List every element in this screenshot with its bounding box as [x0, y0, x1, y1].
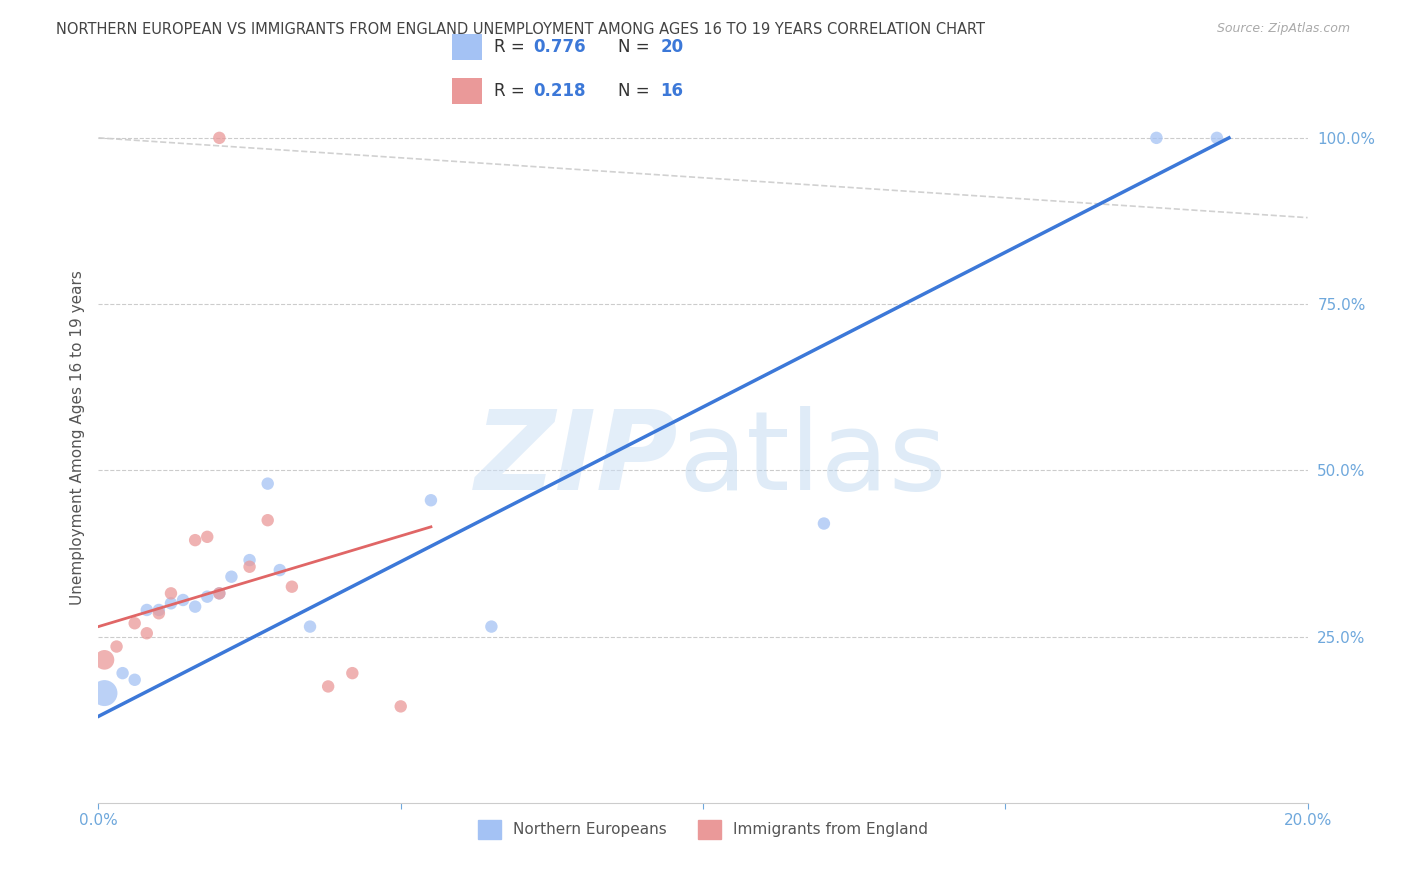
Point: [208, 131, 231, 145]
Point: [160, 596, 183, 610]
Point: [481, 619, 503, 633]
Text: NORTHERN EUROPEAN VS IMMIGRANTS FROM ENGLAND UNEMPLOYMENT AMONG AGES 16 TO 19 YE: NORTHERN EUROPEAN VS IMMIGRANTS FROM ENG…: [56, 22, 986, 37]
Point: [269, 563, 291, 577]
Point: [342, 666, 364, 681]
Point: [1144, 131, 1167, 145]
Point: [124, 673, 146, 687]
Point: [195, 590, 218, 604]
Point: [239, 559, 262, 574]
Point: [208, 586, 231, 600]
Point: [208, 586, 231, 600]
Point: [105, 640, 128, 654]
Point: [256, 513, 278, 527]
Text: R =: R =: [495, 38, 530, 56]
Point: [93, 686, 115, 700]
Point: [239, 553, 262, 567]
Text: 16: 16: [661, 82, 683, 100]
Text: atlas: atlas: [679, 406, 948, 513]
Point: [160, 586, 183, 600]
Text: 0.218: 0.218: [534, 82, 586, 100]
Y-axis label: Unemployment Among Ages 16 to 19 years: Unemployment Among Ages 16 to 19 years: [69, 269, 84, 605]
Point: [124, 616, 146, 631]
Legend: Northern Europeans, Immigrants from England: Northern Europeans, Immigrants from Engl…: [471, 813, 935, 847]
Text: R =: R =: [495, 82, 530, 100]
Point: [135, 626, 157, 640]
Point: [135, 603, 157, 617]
FancyBboxPatch shape: [451, 78, 482, 103]
Text: Source: ZipAtlas.com: Source: ZipAtlas.com: [1216, 22, 1350, 36]
Point: [111, 666, 134, 681]
Point: [256, 476, 278, 491]
Point: [281, 580, 304, 594]
Text: N =: N =: [619, 38, 655, 56]
Point: [316, 680, 339, 694]
Point: [148, 607, 170, 621]
Point: [389, 699, 412, 714]
Text: 0.776: 0.776: [534, 38, 586, 56]
Point: [813, 516, 835, 531]
Point: [299, 619, 322, 633]
Text: ZIP: ZIP: [475, 406, 679, 513]
Point: [184, 599, 207, 614]
Point: [1206, 131, 1229, 145]
Point: [420, 493, 443, 508]
FancyBboxPatch shape: [451, 35, 482, 60]
Point: [172, 593, 194, 607]
Point: [221, 570, 243, 584]
Text: N =: N =: [619, 82, 655, 100]
Point: [184, 533, 207, 548]
Point: [148, 603, 170, 617]
Point: [195, 530, 218, 544]
Point: [93, 653, 115, 667]
Text: 20: 20: [661, 38, 683, 56]
